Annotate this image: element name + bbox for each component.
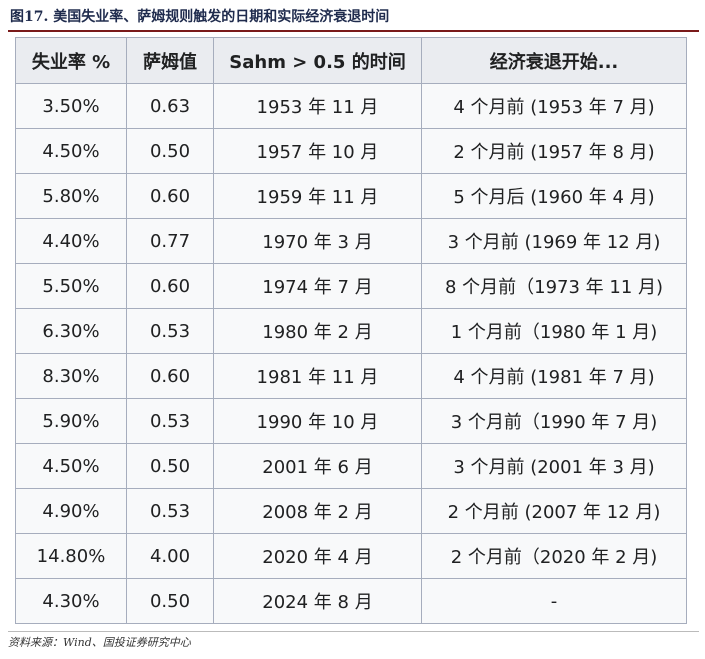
- recession-start-cell: 4 个月前 (1953 年 7 月): [421, 83, 687, 129]
- sahm-value-cell: 0.60: [126, 173, 214, 219]
- unemployment-rate-cell: 4.30%: [15, 578, 127, 624]
- trigger-date-cell: 1981 年 11 月: [213, 353, 422, 399]
- recession-start-cell: 8 个月前（1973 年 11 月): [421, 263, 687, 309]
- recession-start-cell: 5 个月后 (1960 年 4 月): [421, 173, 687, 219]
- trigger-date-cell: 2020 年 4 月: [213, 533, 422, 579]
- sahm-value-cell: 0.50: [126, 578, 214, 624]
- sahm-value-cell: 0.63: [126, 83, 214, 129]
- sahm-value-cell: 0.53: [126, 308, 214, 354]
- unemployment-rate-cell: 5.80%: [15, 173, 127, 219]
- trigger-date-cell: 1957 年 10 月: [213, 128, 422, 174]
- unemployment-rate-cell: 4.50%: [15, 128, 127, 174]
- sahm-value-cell: 0.77: [126, 218, 214, 264]
- recession-start-cell: 3 个月前 (1969 年 12 月): [421, 218, 687, 264]
- unemployment-rate-cell: 14.80%: [15, 533, 127, 579]
- recession-table: 失业率 % 萨姆值 Sahm > 0.5 的时间 经济衰退开始... 3.50%…: [15, 37, 687, 624]
- figure-title: 图17. 美国失业率、萨姆规则触发的日期和实际经济衰退时间: [10, 9, 390, 25]
- header-trigger-date: Sahm > 0.5 的时间: [213, 37, 422, 84]
- recession-start-cell: 2 个月前（2020 年 2 月): [421, 533, 687, 579]
- title-divider: [8, 30, 699, 32]
- unemployment-rate-cell: 5.90%: [15, 398, 127, 444]
- recession-start-cell: 3 个月前 (2001 年 3 月): [421, 443, 687, 489]
- recession-start-cell: 1 个月前（1980 年 1 月): [421, 308, 687, 354]
- sahm-value-cell: 0.50: [126, 443, 214, 489]
- recession-start-cell: 3 个月前（1990 年 7 月): [421, 398, 687, 444]
- unemployment-rate-cell: 4.50%: [15, 443, 127, 489]
- trigger-date-cell: 2001 年 6 月: [213, 443, 422, 489]
- unemployment-rate-cell: 6.30%: [15, 308, 127, 354]
- trigger-date-cell: 1970 年 3 月: [213, 218, 422, 264]
- trigger-date-cell: 1980 年 2 月: [213, 308, 422, 354]
- unemployment-rate-cell: 4.90%: [15, 488, 127, 534]
- sahm-value-cell: 0.60: [126, 353, 214, 399]
- sahm-value-cell: 4.00: [126, 533, 214, 579]
- recession-start-cell: 2 个月前 (2007 年 12 月): [421, 488, 687, 534]
- header-unemployment-rate: 失业率 %: [15, 37, 127, 84]
- recession-start-cell: 2 个月前 (1957 年 8 月): [421, 128, 687, 174]
- trigger-date-cell: 1990 年 10 月: [213, 398, 422, 444]
- table-row: 4.30% 0.50 2024 年 8 月-: [15, 578, 687, 624]
- unemployment-rate-cell: 4.40%: [15, 218, 127, 264]
- sahm-value-cell: 0.53: [126, 398, 214, 444]
- table-header-row: 失业率 % 萨姆值 Sahm > 0.5 的时间 经济衰退开始...: [15, 37, 687, 84]
- trigger-date-cell: 1959 年 11 月: [213, 173, 422, 219]
- unemployment-rate-cell: 3.50%: [15, 83, 127, 129]
- trigger-date-cell: 2008 年 2 月: [213, 488, 422, 534]
- sahm-value-cell: 0.50: [126, 128, 214, 174]
- source-divider: [8, 631, 699, 632]
- recession-start-cell: -: [421, 578, 687, 624]
- unemployment-rate-cell: 5.50%: [15, 263, 127, 309]
- trigger-date-cell: 1974 年 7 月: [213, 263, 422, 309]
- header-sahm-value: 萨姆值: [126, 37, 214, 84]
- source-note: 资料来源：Wind、国投证券研究中心: [8, 636, 191, 649]
- sahm-value-cell: 0.60: [126, 263, 214, 309]
- sahm-value-cell: 0.53: [126, 488, 214, 534]
- header-recession-start: 经济衰退开始...: [421, 37, 687, 84]
- trigger-date-cell: 2024 年 8 月: [213, 578, 422, 624]
- recession-start-cell: 4 个月前 (1981 年 7 月): [421, 353, 687, 399]
- trigger-date-cell: 1953 年 11 月: [213, 83, 422, 129]
- unemployment-rate-cell: 8.30%: [15, 353, 127, 399]
